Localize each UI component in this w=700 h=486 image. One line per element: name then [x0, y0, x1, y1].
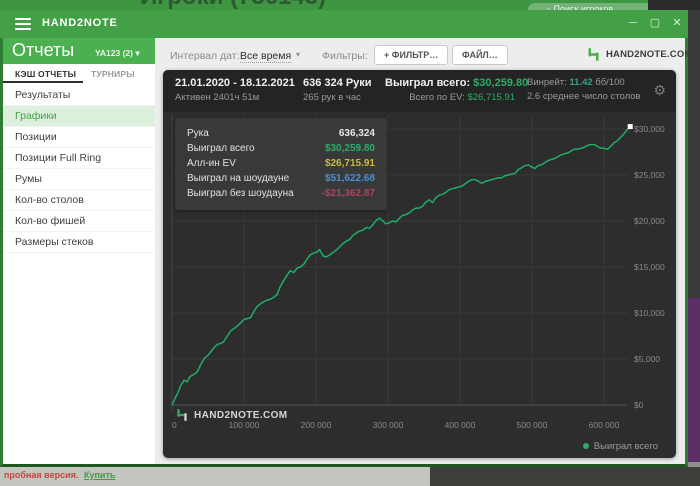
- tooltip-row-4: Выиграл без шоудауна -$21,362.87: [187, 186, 375, 201]
- tooltip-row-2: Алл-ин EV $26,715.91: [187, 156, 375, 171]
- hand2note-logo-icon: [177, 409, 187, 421]
- end-point-marker: [627, 124, 633, 130]
- tab-1[interactable]: ТУРНИРЫ: [91, 69, 135, 79]
- brand-text: HAND2NOTE.COM: [606, 49, 693, 60]
- tooltip-row-3: Выиграл на шоудауне $51,622.68: [187, 171, 375, 186]
- background-window-title: Игроки (736143): [140, 0, 326, 10]
- svg-text:600 000: 600 000: [589, 420, 620, 430]
- reports-title: Отчеты: [12, 40, 75, 60]
- sidebar: [3, 64, 155, 464]
- tooltip-value: $30,259.80: [324, 143, 375, 154]
- svg-text:100 000: 100 000: [229, 420, 260, 430]
- sidebar-items: Результаты Графики Позиции Позиции Full Rin…: [3, 85, 155, 253]
- tooltip-label: Выиграл всего: [187, 143, 255, 154]
- sidebar-item-6[interactable]: Кол-во фишей: [3, 211, 155, 232]
- file-button[interactable]: ФАЙЛ…: [452, 45, 508, 65]
- sidebar-item-7[interactable]: Размеры стеков: [3, 232, 155, 253]
- plot-area[interactable]: $0 $5,000 $10,000 $15,000 $20,000 $25,000 $30,…: [163, 70, 676, 458]
- svg-text:400 000: 400 000: [445, 420, 476, 430]
- background-window-purple-logo: [688, 298, 700, 462]
- background-window-top: Игроки (736143) ⌕ Поиск игроков...: [0, 0, 700, 10]
- sidebar-item-4[interactable]: Румы: [3, 169, 155, 190]
- svg-text:$20,000: $20,000: [634, 216, 665, 226]
- search-icon: ⌕: [546, 4, 554, 10]
- svg-text:$0: $0: [634, 400, 644, 410]
- stat-winnings: Выиграл всего: $30,259.80 Всего по EV: $…: [385, 77, 529, 103]
- svg-text:$5,000: $5,000: [634, 354, 660, 364]
- app-title: HAND2NOTE: [42, 17, 118, 29]
- sidebar-tabs: КЭШ ОТЧЕТЫ ТУРНИРЫ: [3, 64, 155, 83]
- close-button[interactable]: ✕: [672, 17, 682, 29]
- watermark-text: HAND2NOTE.COM: [194, 409, 288, 421]
- stat-winrate: Винрейт: 11.42 бб/100 2.6 среднее число …: [527, 77, 641, 102]
- tooltip-label: Выиграл на шоудауне: [187, 173, 290, 184]
- svg-text:200 000: 200 000: [301, 420, 332, 430]
- sidebar-item-0[interactable]: Результаты: [3, 85, 155, 106]
- tooltip-label: Рука: [187, 128, 209, 139]
- legend-dot-icon: [582, 443, 589, 449]
- tooltip-value: -$21,362.87: [321, 188, 375, 199]
- hamburger-menu-icon[interactable]: [15, 18, 31, 30]
- chart-watermark: HAND2NOTE.COM: [175, 408, 288, 422]
- chevron-down-icon: ▾: [296, 50, 301, 59]
- stat-date-range: 21.01.2020 - 18.12.2021 Активен 2401ч 51…: [175, 77, 295, 103]
- chart-panel: $0 $5,000 $10,000 $15,000 $20,000 $25,000 $30,…: [163, 70, 676, 458]
- minimize-button[interactable]: ─: [629, 17, 637, 29]
- sidebar-item-5[interactable]: Кол-во столов: [3, 190, 155, 211]
- tooltip-row-0: Рука 636,324: [187, 126, 375, 141]
- svg-text:0: 0: [172, 420, 177, 430]
- date-interval-label: Интервал дат:: [170, 50, 240, 62]
- background-window-corner: [648, 0, 700, 10]
- winnings-line: [171, 126, 631, 406]
- stat-hands: 636 324 Руки 265 рук в час: [303, 77, 372, 103]
- svg-text:$30,000: $30,000: [634, 124, 665, 134]
- svg-text:$25,000: $25,000: [634, 170, 665, 180]
- settings-gear-icon[interactable]: ⚙: [653, 82, 666, 98]
- background-search-input[interactable]: ⌕ Поиск игроков...: [528, 3, 678, 10]
- app-titlebar: [0, 10, 688, 38]
- tooltip-label: Выиграл без шоудауна: [187, 188, 294, 199]
- brand-logo: HAND2NOTE.COM: [586, 47, 693, 62]
- date-interval-dropdown[interactable]: Все время: [240, 50, 292, 63]
- search-placeholder: Поиск игроков...: [553, 4, 621, 10]
- trial-version-text: пробная версия.: [4, 470, 79, 480]
- account-dropdown[interactable]: YA123 (2) ▾: [95, 48, 140, 58]
- sidebar-item-3[interactable]: Позиции Full Ring: [3, 148, 155, 169]
- svg-text:300 000: 300 000: [373, 420, 404, 430]
- chart-tooltip: Рука 636,324 Выиграл всего $30,259.80 Алл-ин…: [175, 118, 387, 210]
- x-axis-labels: 0 100 000 200 000 300 000 400 000 500 000 600 …: [172, 420, 620, 430]
- chart-header: 21.01.2020 - 18.12.2021 Активен 2401ч 51…: [163, 70, 676, 112]
- hand2note-logo-icon: [588, 48, 599, 61]
- filters-label: Фильтры:: [322, 50, 368, 62]
- tooltip-value: $51,622.68: [324, 173, 375, 184]
- tooltip-value: 636,324: [338, 128, 375, 139]
- active-tab-underline: [3, 81, 83, 83]
- y-axis-labels: $0 $5,000 $10,000 $15,000 $20,000 $25,000 $30,…: [634, 124, 665, 410]
- tooltip-row-1: Выиграл всего $30,259.80: [187, 141, 375, 156]
- tooltip-label: Алл-ин EV: [187, 158, 236, 169]
- svg-text:500 000: 500 000: [517, 420, 548, 430]
- maximize-button[interactable]: ▢: [649, 17, 661, 29]
- tooltip-value: $26,715.91: [324, 158, 375, 169]
- sidebar-item-1[interactable]: Графики: [3, 106, 155, 127]
- sidebar-item-2[interactable]: Позиции: [3, 127, 155, 148]
- legend-label: Выиграл всего: [593, 441, 658, 452]
- tab-0[interactable]: КЭШ ОТЧЕТЫ: [15, 69, 77, 79]
- svg-text:$15,000: $15,000: [634, 262, 665, 272]
- background-window-bottom-dark: [430, 467, 700, 486]
- sidebar-header: [3, 38, 155, 64]
- chart-legend: Выиграл всего: [163, 441, 658, 452]
- add-filter-button[interactable]: + ФИЛЬТР…: [374, 45, 449, 65]
- buy-link[interactable]: Купить: [84, 470, 116, 480]
- svg-text:$10,000: $10,000: [634, 308, 665, 318]
